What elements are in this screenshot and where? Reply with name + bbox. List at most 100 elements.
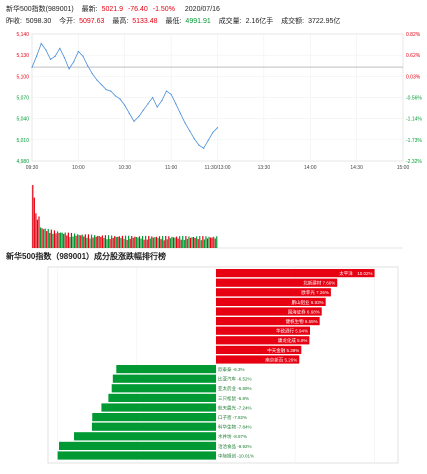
volume-bar	[67, 232, 69, 248]
volume-bar	[129, 238, 131, 248]
x-tick: 13:30	[258, 165, 271, 171]
volume-bar	[69, 236, 71, 248]
volume-bar	[120, 237, 122, 248]
price-point	[193, 138, 195, 140]
volume-bar	[109, 238, 111, 248]
prev-close-label: 昨收:	[6, 18, 22, 25]
volume-bar	[141, 235, 144, 248]
latest-value: 5021.9	[101, 6, 123, 13]
volume-bar	[46, 231, 48, 248]
ranking-bar	[216, 317, 320, 326]
price-point	[161, 100, 163, 102]
volume-bar	[89, 238, 91, 248]
volume-bar	[186, 238, 188, 248]
ranking-label: 鹏山铝业 6.93%	[292, 299, 324, 306]
x-tick: 15:00	[397, 165, 410, 171]
ranking-label: 口子窖 -7.82%	[218, 414, 247, 421]
ranking-label: 科华生物 -7.84%	[218, 424, 252, 431]
volume-bar	[146, 239, 148, 248]
volume-bar	[185, 236, 187, 248]
volume-bar	[83, 236, 85, 248]
volume-bar	[117, 236, 119, 248]
volume-bar	[44, 228, 46, 248]
y-right-tick: -1.73%	[406, 138, 422, 144]
volume-bar	[209, 237, 212, 248]
ranking-label: 欧菲光 7.26%	[301, 289, 329, 296]
volume-bar	[52, 233, 54, 248]
volume-bar	[98, 235, 100, 248]
y-right-tick: -2.32%	[406, 159, 422, 165]
volume-bar	[121, 235, 124, 248]
price-point	[207, 139, 209, 141]
volume-bar	[172, 237, 175, 248]
volume-bar	[160, 239, 162, 248]
ranking-bar	[59, 441, 216, 450]
ranking-label: 南京新百 5.26%	[265, 356, 297, 363]
price-point	[45, 49, 47, 51]
ranking-label: 航天晨光 -7.24%	[218, 404, 252, 411]
y-right-tick: 0.03%	[406, 74, 421, 80]
volume-bar	[81, 234, 83, 248]
volume-bar	[35, 213, 37, 248]
volume-bar	[123, 238, 125, 248]
volume-bar	[208, 236, 210, 248]
volume-bar	[200, 240, 202, 248]
volume-bar	[106, 239, 108, 248]
ranking-label: 洽洽食品 -9.92%	[218, 443, 252, 450]
price-point	[105, 88, 107, 91]
volume-label: 成交量:	[218, 18, 242, 25]
volume-bar	[38, 216, 40, 248]
volume-bar	[214, 238, 216, 248]
volume-bar	[183, 239, 185, 248]
x-tick: 11:00	[165, 165, 177, 171]
volume-value: 2.16亿手	[245, 18, 274, 25]
ranking-label: 华致酒行 5.94%	[276, 328, 308, 335]
volume-bar	[132, 237, 134, 248]
volume-bar	[182, 235, 184, 248]
volume-bar	[101, 235, 103, 248]
change-value: -76.40	[127, 6, 148, 13]
price-point	[110, 90, 112, 92]
ranking-bar	[216, 307, 322, 316]
volume-bar	[179, 236, 181, 248]
volume-bar	[43, 229, 45, 248]
price-point	[184, 122, 186, 124]
y-left-tick: 5,010	[16, 138, 29, 144]
volume-bar	[145, 235, 147, 248]
x-tick: 10:30	[118, 165, 131, 171]
ranking-frame	[47, 266, 399, 464]
volume-bar	[206, 238, 209, 248]
volume-bar	[155, 236, 158, 248]
volume-bar	[203, 239, 205, 248]
ranking-label: 太平洋 10.02%	[339, 270, 372, 277]
volume-bar	[126, 239, 128, 248]
high-value: 5133.48	[132, 18, 158, 25]
volume-bar	[66, 235, 68, 248]
price-point	[128, 112, 130, 114]
volume-bar	[191, 237, 193, 248]
intraday-chart: 5,140 0.82% 5,130 0.62% 5,100 0.03% 5,070 -0.56…	[16, 32, 422, 249]
price-point	[175, 103, 177, 105]
price-point	[119, 98, 121, 100]
ranking-bar	[74, 432, 216, 441]
y-left-tick: 5,140	[16, 32, 29, 38]
price-point	[82, 55, 84, 57]
volume-bar	[73, 233, 76, 248]
price-point	[114, 95, 117, 97]
volume-bar	[75, 235, 77, 248]
ranking-bar	[92, 413, 216, 422]
volume-bar	[112, 237, 114, 248]
volume-bar	[151, 236, 153, 248]
volume-bar	[177, 238, 179, 248]
ranking-bar	[112, 374, 216, 383]
price-point	[138, 115, 140, 118]
price-point	[170, 93, 172, 95]
volume-bar	[137, 237, 139, 248]
price-point	[147, 103, 149, 105]
ranking-bar	[216, 297, 326, 306]
ranking-bar	[116, 365, 216, 374]
volume-bar	[189, 237, 192, 248]
price-point	[31, 66, 33, 68]
volume-bar	[111, 235, 113, 248]
ranking-bar	[216, 278, 338, 287]
